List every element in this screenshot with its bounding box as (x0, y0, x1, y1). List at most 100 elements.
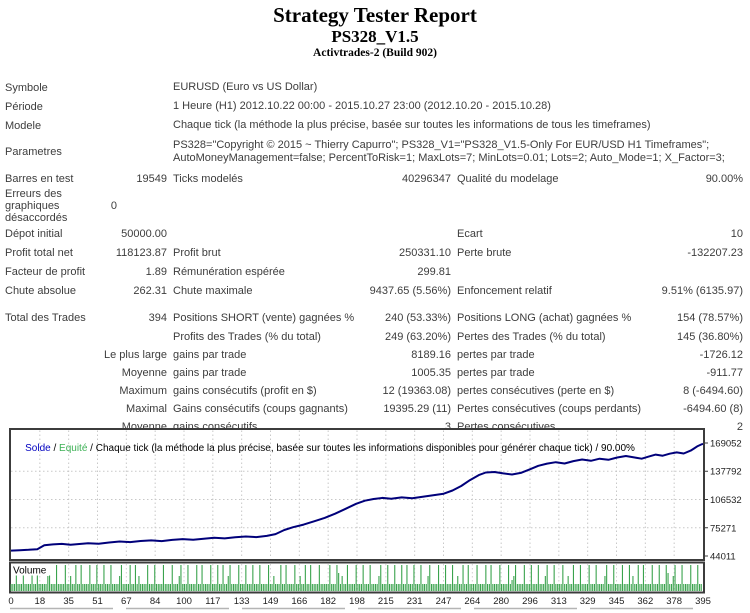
x-tick-label: 231 (407, 596, 423, 607)
info-row-value: EURUSD (Euro vs US Dollar) (173, 81, 318, 93)
stat-value: 249 (63.20%) (384, 330, 451, 343)
y-tick-label: 106532 (710, 495, 742, 506)
stat-cell: Profits des Trades (% du total) 249 (63.2… (173, 331, 451, 343)
x-tick-label: 67 (121, 596, 132, 607)
stat-value: 19395.29 (11) (383, 403, 451, 415)
legend-equite-label: Equité (59, 443, 88, 454)
stat-label: gains par trade (173, 349, 247, 361)
stat-value: -1726.12 (699, 349, 743, 361)
volume-bars (10, 565, 702, 591)
stat-value: 8189.16 (411, 349, 451, 361)
stat-label: Profit total net (5, 246, 73, 259)
volume-label-bg (11, 563, 56, 576)
stat-cell: gains consécutifs (profit en $) 12 (19363… (173, 385, 451, 397)
x-tick-label: 0 (8, 596, 13, 607)
info-row-label: Parametres (5, 146, 62, 158)
y-axis: 169052 137792 106532 75271 44011 (704, 439, 742, 563)
x-tick-label: 395 (695, 596, 711, 607)
stat-value: 9.51% (6135.97) (661, 284, 743, 297)
grid-lines (11, 430, 703, 559)
stat-row: Profits des Trades (% du total) 249 (63.2… (5, 327, 747, 346)
equity-curve-svg: 169052 137792 106532 75271 44011 Volume 0 18 35 5… (8, 428, 742, 610)
stat-value: 90.00% (705, 172, 743, 185)
info-row-value: Chaque tick (la méthode la plus précise,… (173, 119, 651, 131)
stat-cell: Ecart 10 (457, 228, 743, 240)
x-tick-label: 18 (35, 596, 46, 607)
x-tick-label: 182 (320, 596, 336, 607)
stat-cell: Chute maximale 9437.65 (5.56%) (173, 285, 451, 297)
stat-cell: Positions LONG (achat) gagnées % 154 (78.… (457, 312, 743, 324)
y-tick-label: 169052 (710, 439, 742, 450)
page-title: Strategy Tester Report (273, 3, 477, 27)
stat-label: Qualité du modelage (457, 172, 559, 185)
stat-cell: Profit total net 118123.87 (5, 247, 167, 259)
x-tick-label: 100 (176, 596, 192, 607)
x-tick-label: 345 (609, 596, 625, 607)
y-tick-label: 137792 (710, 467, 742, 478)
stat-value: 10 (730, 227, 743, 240)
stat-label: Chute maximale (173, 284, 253, 297)
stat-row: Dépot initial 50000.00 Ecart 10 (5, 224, 747, 243)
x-tick-label: 51 (92, 596, 103, 607)
stat-row: Facteur de profit 1.89 Rémunération espéré… (5, 262, 747, 281)
stat-cell: Perte brute -132207.23 (457, 247, 743, 259)
stat-value: 394 (148, 311, 167, 324)
info-row-label: Modele (5, 119, 42, 132)
stat-value: 145 (36.80%) (676, 330, 743, 343)
stat-label: Total des Trades (5, 311, 86, 324)
stat-value: 3 (444, 421, 451, 433)
stat-value: 9437.65 (5.56%) (369, 284, 451, 297)
y-tick-label: 44011 (710, 552, 736, 563)
expert-name: PS328_V1.5 (331, 27, 419, 46)
info-row: Modele Chaque tick (la méthode la plus pr… (5, 116, 747, 135)
stat-label: Ecart (457, 227, 483, 240)
stat-value: 0 (110, 200, 117, 212)
stat-value: 1005.35 (411, 367, 451, 379)
stat-label: Enfoncement relatif (457, 284, 552, 297)
legend-model-text: / Chaque tick (la méthode la plus précis… (87, 443, 635, 454)
info-row: Parametres PS328="Copyright © 2015 ~ Thie… (5, 135, 747, 169)
stat-cell: Erreurs des graphiques désaccordés 0 (5, 188, 167, 224)
stat-label: Chute absolue (5, 284, 76, 297)
stat-cell: Pertes des Trades (% du total) 145 (36.80… (457, 331, 743, 343)
stat-row: Profit total net 118123.87 Profit brut 2503… (5, 243, 747, 262)
report-header: Strategy Tester Report PS328_V1.5 Activt… (0, 0, 750, 60)
stat-label: Facteur de profit (5, 265, 86, 278)
y-tick-label: 75271 (710, 523, 736, 534)
stat-label: pertes par trade (457, 367, 535, 379)
stat-label: Perte brute (457, 246, 512, 259)
stat-value: 299.81 (417, 265, 451, 278)
stat-value: Maximum (119, 385, 167, 397)
stat-cell: Gains consécutifs (coups gagnants) 19395.… (173, 403, 451, 415)
stat-label: Erreurs des graphiques désaccordés (5, 188, 68, 224)
stat-label: gains par trade (173, 367, 247, 379)
info-row-label: Période (5, 100, 43, 113)
x-tick-label: 329 (580, 596, 596, 607)
x-tick-label: 198 (349, 596, 365, 607)
stat-value: 250331.10 (399, 246, 451, 259)
stat-value: 50000.00 (121, 227, 167, 240)
stat-row: Chute absolue 262.31 Chute maximale 9437.65… (5, 281, 747, 300)
stat-value: 19549 (136, 172, 167, 185)
legend-solde-label: Solde (25, 443, 51, 454)
balance-line (10, 442, 704, 552)
stat-label: pertes consécutives (perte en $) (457, 385, 615, 397)
report-info-table: Symbole EURUSD (Euro vs US Dollar) Période… (5, 78, 747, 169)
x-tick-label: 35 (63, 596, 74, 607)
balance-equity-chart: 169052 137792 106532 75271 44011 Volume 0 18 35 5… (0, 428, 750, 613)
stat-label: Pertes consécutives (coups perdants) (457, 403, 642, 415)
x-tick-label: 149 (263, 596, 279, 607)
stat-value: -132207.23 (687, 246, 743, 259)
stat-value: Moyenne (121, 367, 167, 379)
stat-value: 240 (53.33%) (384, 311, 451, 324)
stat-cell: Facteur de profit 1.89 (5, 266, 167, 278)
stat-cell: Profit brut 250331.10 (173, 247, 451, 259)
stat-value: -911.77 (706, 367, 744, 379)
x-tick-label: 133 (234, 596, 250, 607)
stat-row: Maximum gains consécutifs (profit en $) 12… (5, 382, 747, 400)
stat-label: Barres en test (5, 172, 74, 185)
stat-cell: Barres en test 19549 (5, 173, 167, 185)
x-tick-label: 313 (551, 596, 567, 607)
stat-cell: Maximum (5, 385, 167, 397)
